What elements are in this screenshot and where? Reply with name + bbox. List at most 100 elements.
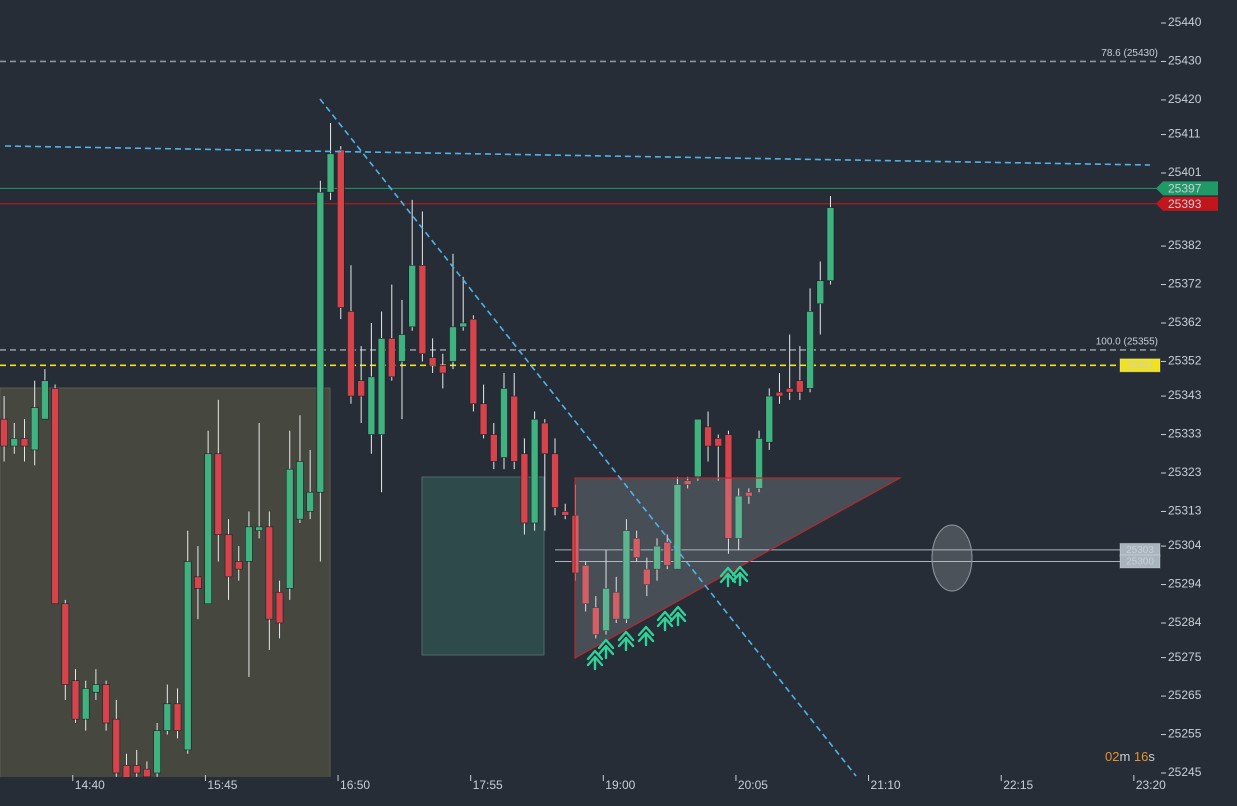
candle-body xyxy=(459,322,467,328)
x-tick-label: 21:10 xyxy=(871,778,901,792)
candle-body xyxy=(745,491,753,497)
y-tick-label: 25323 xyxy=(1168,465,1202,479)
candle-body xyxy=(683,480,692,485)
candle-body xyxy=(612,591,621,620)
candle-body xyxy=(438,365,447,374)
price-tag-label: 25300 xyxy=(1126,557,1154,568)
candle-body xyxy=(10,438,19,447)
x-tick-label: 14:40 xyxy=(75,778,105,792)
price-tag-label: 25397 xyxy=(1168,182,1202,196)
candle-body xyxy=(326,153,335,193)
price-tag-label: 25393 xyxy=(1168,197,1202,211)
level-label: 100.0 (25355) xyxy=(1096,337,1158,348)
y-tick-label: 25255 xyxy=(1168,727,1202,741)
candle-body xyxy=(734,495,743,539)
candle-body xyxy=(755,438,763,489)
candle-body xyxy=(653,545,661,570)
candle-body xyxy=(673,484,682,570)
candle-body xyxy=(561,511,570,516)
candle-body xyxy=(367,376,376,435)
candle-body xyxy=(224,534,233,578)
candle-body xyxy=(347,311,355,397)
x-tick-label: 17:55 xyxy=(473,778,503,792)
y-tick-label: 25333 xyxy=(1168,427,1202,441)
candle-body xyxy=(71,680,80,720)
candle-body xyxy=(92,684,100,693)
candle-body xyxy=(357,380,365,397)
y-tick-label: 25304 xyxy=(1168,538,1202,552)
axes: 25440 25430 25420 25411 25401 25382 25372 25362… xyxy=(72,15,1218,792)
y-tick-label: 25420 xyxy=(1168,92,1202,106)
candle-body xyxy=(143,768,151,777)
price-tag xyxy=(1119,554,1161,569)
candle-body xyxy=(408,265,416,328)
x-tick-label: 23:20 xyxy=(1136,778,1166,792)
y-tick-label: 25284 xyxy=(1168,615,1202,629)
candle-body xyxy=(163,703,172,731)
candle-body xyxy=(643,568,651,585)
trendline xyxy=(4,145,1151,166)
candle-body xyxy=(61,603,70,685)
candle-body xyxy=(204,453,212,605)
x-tick-label: 22:15 xyxy=(1003,778,1033,792)
y-tick-label: 25372 xyxy=(1168,277,1202,291)
candle-body xyxy=(194,576,202,589)
candle-body xyxy=(122,765,131,777)
candle-body xyxy=(183,561,192,751)
candle-body xyxy=(153,730,161,774)
candle-body xyxy=(418,265,427,355)
candle-body xyxy=(275,591,284,624)
candle-body xyxy=(387,338,396,378)
candle-body xyxy=(796,380,804,393)
candles xyxy=(0,123,835,777)
candle-body xyxy=(0,418,8,447)
candle-body xyxy=(775,391,784,397)
candle-body xyxy=(724,434,733,539)
candle-body xyxy=(132,765,141,774)
candle-body xyxy=(704,426,712,447)
countdown: 02m 16s xyxy=(1105,749,1155,764)
candle-body xyxy=(41,380,49,420)
candle-body xyxy=(20,438,29,447)
y-tick-label: 25362 xyxy=(1168,315,1202,329)
y-tick-label: 25440 xyxy=(1168,15,1202,29)
y-tick-label: 25352 xyxy=(1168,354,1202,368)
candle-body xyxy=(632,538,641,558)
x-tick-label: 19:00 xyxy=(605,778,635,792)
candle-body xyxy=(530,418,539,524)
price-tag-label: 25351 xyxy=(1126,360,1154,371)
countdown-part: m xyxy=(1119,749,1133,764)
candle-body xyxy=(245,526,253,562)
countdown-part: s xyxy=(1148,749,1155,764)
y-tick-label: 25265 xyxy=(1168,688,1202,702)
x-tick-label: 16:50 xyxy=(340,778,370,792)
y-tick-label: 25313 xyxy=(1168,504,1202,518)
candle-body xyxy=(102,684,110,724)
y-tick-label: 25343 xyxy=(1168,388,1202,402)
candle-body xyxy=(489,434,498,462)
candle-body xyxy=(541,422,549,455)
candle-body xyxy=(234,561,243,570)
x-tick-label: 15:45 xyxy=(207,778,237,792)
candle-body xyxy=(510,395,519,462)
candle-body xyxy=(112,718,121,774)
candle-body xyxy=(592,607,600,635)
candle-body xyxy=(285,468,294,589)
candle-body xyxy=(336,149,345,308)
candle-body xyxy=(51,388,59,605)
candle-body xyxy=(765,395,774,443)
candle-body xyxy=(306,491,314,512)
candle-body xyxy=(500,388,508,458)
y-tick-label: 25401 xyxy=(1168,165,1202,179)
countdown-part: 02 xyxy=(1105,749,1119,764)
drawings-over xyxy=(4,98,1151,777)
ellipse-drawing xyxy=(931,524,973,592)
candle-body xyxy=(265,526,274,620)
price-tag xyxy=(1119,358,1161,373)
candle-body xyxy=(479,403,488,435)
trendline xyxy=(319,98,857,777)
candle-body xyxy=(663,541,672,566)
y-tick-label: 25430 xyxy=(1168,54,1202,68)
